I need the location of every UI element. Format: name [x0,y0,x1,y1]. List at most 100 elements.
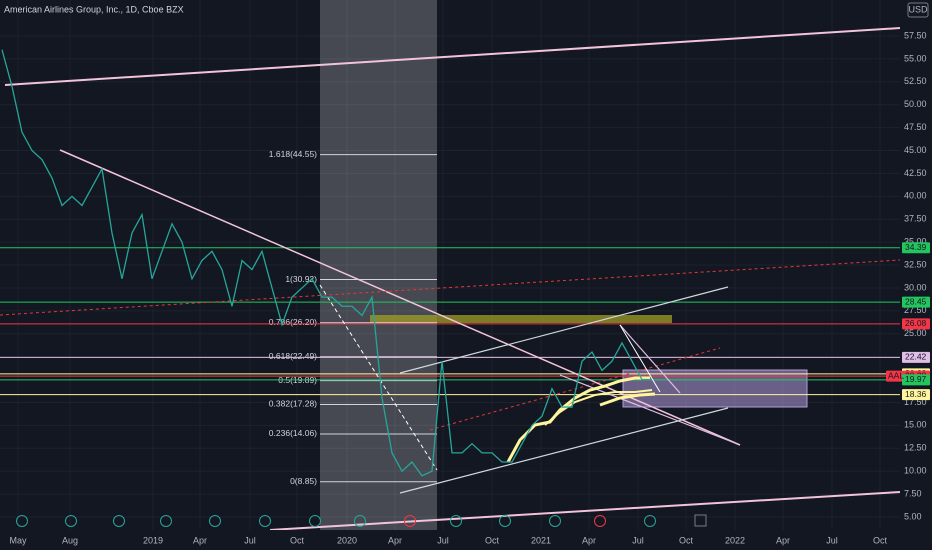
fib-label: 1.618(44.55) [269,149,317,159]
price-tag-label: 26.08 [905,318,927,328]
trend-line [559,374,741,446]
currency: USD [908,4,928,14]
dashed-line [0,259,901,316]
price-tag-label: 18.36 [905,389,927,399]
x-tick-label: 2020 [337,535,357,545]
earnings-icon [549,515,561,527]
price-line-series [1,49,652,477]
price-tag [902,318,930,330]
moving-average [599,392,656,407]
price-tag [902,374,930,386]
currency-box [907,2,929,18]
symbol-tag [886,370,902,382]
price-lines [0,247,900,396]
y-tick-label: 5.00 [904,511,922,521]
x-tick-label: 2021 [531,535,551,545]
y-tick-label: 25.00 [904,328,927,338]
y-tick-label: 10.00 [904,466,927,476]
x-tick-label: Apr [582,535,596,545]
x-tick-label: Aug [62,535,78,545]
x-tick-label: Apr [388,535,402,545]
trend-line [619,324,661,393]
earnings-icon [594,515,606,527]
date-range-highlight [320,0,437,530]
earnings-icon [113,515,125,527]
y-tick-label: 47.50 [904,122,927,132]
y-tick-label: 57.50 [904,30,927,40]
y-tick-label: 40.00 [904,191,927,201]
x-tick-label: Oct [679,535,694,545]
fib-label: 0.786(26.20) [269,317,317,327]
price-tag-label: 34.39 [905,242,927,252]
y-tick-label: 52.50 [904,76,927,86]
earnings-icon [644,515,656,527]
dashed-line [429,347,721,431]
y-tick-label: 15.00 [904,420,927,430]
earnings-icon [259,515,271,527]
trend-line [619,324,681,394]
earnings-icon [309,515,321,527]
y-tick-label: 30.00 [904,282,927,292]
fib-label: 0.382(17.28) [269,399,317,409]
x-tick-label: Oct [485,535,500,545]
earnings-icon [694,514,707,527]
earnings-icon [16,515,28,527]
price-series [1,49,652,477]
x-tick-label: Jul [632,535,644,545]
trend-line [269,491,901,531]
dashed-line [319,284,438,471]
price-tag [902,296,930,308]
axes: 5.007.5010.0012.5015.0017.5020.0022.5025… [9,30,930,545]
price-tag-label: 22.42 [905,352,927,362]
earnings-icon [499,515,511,527]
y-tick-label: 32.50 [904,259,927,269]
earnings-icon [160,515,172,527]
y-tick-label: 37.50 [904,214,927,224]
y-tick-label: 7.50 [904,488,922,498]
x-tick-label: 2022 [725,535,745,545]
x-tick-label: Oct [873,535,888,545]
x-tick-label: Apr [776,535,790,545]
trend-line [4,27,901,86]
fib-label: 0.236(14.06) [269,428,317,438]
x-tick-label: Jul [244,535,256,545]
channel-line [399,286,729,374]
y-tick-label: 42.50 [904,168,927,178]
y-tick-label: 12.50 [904,443,927,453]
resistance-zone [370,315,672,323]
price-axis [900,0,932,550]
earnings-icon [209,515,221,527]
earnings-icon [404,515,416,527]
y-tick-label: 45.00 [904,145,927,155]
earnings-icon [450,515,462,527]
price-tag [902,351,930,363]
x-tick-label: May [9,535,27,545]
y-tick-label: 35.00 [904,237,927,247]
y-tick-label: 27.50 [904,305,927,315]
symbol-label: AAL [888,370,904,380]
price-tag [902,242,930,254]
price-tag-label: 28.45 [905,296,927,306]
fib-label: 0.618(22.49) [269,351,317,361]
price-tag [902,389,930,401]
fib-label: 1(30.92) [285,274,317,284]
earnings-icon [65,515,77,527]
chart-title: American Airlines Group, Inc., 1D, Cboe … [4,4,184,14]
earnings-icon [354,515,366,527]
fibonacci: 1.618(44.55) 1(30.92) 0.786(26.20) 0.618(22… [269,149,437,486]
x-tick-label: Jul [437,535,449,545]
fib-label: 0(8.85) [290,476,317,486]
grid [0,0,900,530]
channel-line [399,407,729,494]
y-tick-label: 55.00 [904,53,927,63]
y-tick-label: 50.00 [904,99,927,109]
y-tick-label: 17.50 [904,397,927,407]
x-tick-label: Jul [826,535,838,545]
price-tag-label: 19.97 [905,374,927,384]
x-tick-label: Apr [193,535,207,545]
time-axis [0,530,900,550]
drawings [0,27,901,531]
x-tick-label: 2019 [143,535,163,545]
event-icons [16,514,707,527]
